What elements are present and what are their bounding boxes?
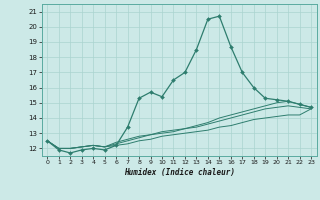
X-axis label: Humidex (Indice chaleur): Humidex (Indice chaleur) <box>124 168 235 177</box>
